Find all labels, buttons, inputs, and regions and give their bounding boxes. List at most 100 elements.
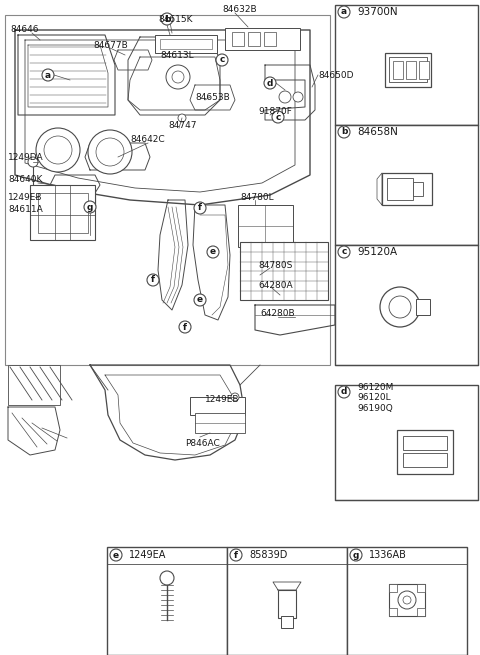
Circle shape	[194, 202, 206, 214]
Text: 95120A: 95120A	[357, 247, 397, 257]
Text: 84632B: 84632B	[222, 5, 257, 14]
Text: 64280A: 64280A	[258, 280, 293, 290]
Bar	[107, 547, 227, 655]
Text: e: e	[197, 295, 203, 305]
Bar	[38, 193, 88, 233]
Text: g: g	[353, 550, 359, 559]
Circle shape	[88, 130, 132, 174]
Circle shape	[44, 136, 72, 164]
Circle shape	[231, 393, 239, 401]
Circle shape	[110, 150, 124, 164]
Circle shape	[338, 126, 350, 138]
Text: 93700N: 93700N	[357, 7, 397, 17]
Text: 84780L: 84780L	[240, 193, 274, 202]
Text: 84613L: 84613L	[160, 52, 193, 60]
Circle shape	[194, 294, 206, 306]
Circle shape	[338, 386, 350, 398]
Circle shape	[31, 193, 39, 201]
Bar	[417, 608, 425, 616]
Circle shape	[84, 201, 96, 213]
Circle shape	[36, 128, 80, 172]
Text: 1249EB: 1249EB	[205, 396, 240, 405]
Text: 1249EB: 1249EB	[8, 193, 43, 202]
Bar	[406, 61, 416, 79]
Bar	[155, 35, 217, 53]
Text: 84747: 84747	[168, 121, 196, 130]
Text: f: f	[234, 550, 238, 559]
Text: b: b	[164, 14, 170, 24]
Bar	[335, 385, 478, 500]
Circle shape	[96, 138, 124, 166]
Bar	[419, 61, 429, 79]
Circle shape	[179, 321, 191, 333]
Text: 96120L: 96120L	[357, 394, 391, 403]
Bar	[385, 53, 431, 87]
Text: f: f	[198, 204, 202, 212]
Bar	[389, 57, 427, 82]
Bar	[389, 584, 397, 592]
Text: 1249DA: 1249DA	[8, 153, 44, 162]
Bar	[195, 413, 245, 433]
Bar	[416, 299, 430, 315]
Text: 85839D: 85839D	[249, 550, 288, 560]
Text: 84658N: 84658N	[357, 127, 398, 137]
Text: f: f	[183, 322, 187, 331]
Bar	[382, 173, 432, 205]
Bar	[30, 185, 95, 240]
Circle shape	[28, 157, 38, 167]
Circle shape	[403, 596, 411, 604]
Bar	[238, 205, 293, 247]
Bar	[248, 32, 260, 46]
Bar	[278, 590, 296, 618]
Text: 96120M: 96120M	[357, 383, 394, 392]
Text: 84615K: 84615K	[158, 14, 192, 24]
Bar	[389, 608, 397, 616]
Circle shape	[272, 111, 284, 123]
Circle shape	[350, 549, 362, 561]
Text: e: e	[210, 248, 216, 257]
Text: 84677B: 84677B	[93, 41, 128, 50]
Circle shape	[338, 246, 350, 258]
Text: 1249EA: 1249EA	[129, 550, 167, 560]
Circle shape	[160, 571, 174, 585]
Circle shape	[42, 69, 54, 81]
Text: 1336AB: 1336AB	[369, 550, 407, 560]
Circle shape	[161, 13, 173, 25]
Bar	[160, 39, 212, 49]
Text: d: d	[267, 79, 273, 88]
Bar	[8, 365, 60, 405]
Circle shape	[178, 114, 186, 122]
Bar	[403, 436, 447, 450]
Bar	[232, 32, 244, 46]
Text: 64280B: 64280B	[260, 309, 295, 318]
Circle shape	[216, 54, 228, 66]
Text: e: e	[113, 550, 119, 559]
Circle shape	[293, 92, 303, 102]
Circle shape	[147, 274, 159, 286]
Text: 84780S: 84780S	[258, 261, 292, 269]
Text: a: a	[341, 7, 347, 16]
Text: 84640K: 84640K	[8, 174, 42, 183]
Text: 84611A: 84611A	[8, 206, 43, 214]
Bar	[417, 584, 425, 592]
Text: c: c	[219, 56, 225, 64]
Text: 84653B: 84653B	[195, 92, 230, 102]
Circle shape	[338, 6, 350, 18]
Bar	[393, 61, 403, 79]
Bar	[227, 547, 347, 655]
Circle shape	[230, 549, 242, 561]
Text: c: c	[341, 248, 347, 257]
Circle shape	[166, 65, 190, 89]
Bar	[387, 178, 413, 200]
Text: f: f	[151, 276, 155, 284]
Bar	[389, 584, 425, 616]
Bar	[335, 245, 478, 365]
Text: P846AC: P846AC	[185, 438, 220, 447]
Text: 84646: 84646	[10, 26, 38, 35]
Bar	[264, 32, 276, 46]
Bar	[347, 547, 467, 655]
Bar	[335, 125, 478, 245]
Bar	[403, 453, 447, 467]
Circle shape	[110, 549, 122, 561]
Text: d: d	[341, 388, 347, 396]
